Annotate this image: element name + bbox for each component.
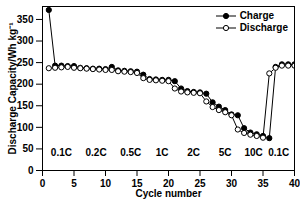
svg-text:30: 30	[226, 178, 238, 189]
svg-text:1C: 1C	[156, 147, 169, 158]
svg-text:0: 0	[28, 165, 34, 176]
svg-text:Discharge Capacity/Wh kg⁻¹: Discharge Capacity/Wh kg⁻¹	[7, 22, 18, 155]
svg-text:300: 300	[17, 35, 34, 46]
html-text:Charge: Charge	[239, 10, 275, 21]
svg-text:5C: 5C	[219, 147, 232, 158]
svg-text:50: 50	[22, 143, 34, 154]
svg-text:25: 25	[194, 177, 206, 189]
svg-text:0.5C: 0.5C	[120, 147, 141, 158]
svg-text:0.1C: 0.1C	[268, 147, 289, 158]
svg-text:10: 10	[100, 178, 112, 189]
svg-text:20: 20	[162, 177, 175, 189]
svg-text:350: 350	[17, 14, 34, 25]
svg-text:250: 250	[17, 57, 34, 68]
svg-text:200: 200	[17, 78, 34, 89]
svg-text:15: 15	[131, 177, 143, 189]
svg-text:0: 0	[40, 178, 46, 189]
svg-text:150: 150	[17, 100, 34, 111]
svg-text:35: 35	[257, 178, 269, 189]
svg-text:Cycle number: Cycle number	[135, 188, 201, 199]
svg-text:10C: 10C	[244, 147, 262, 158]
html-text:Discharge: Discharge	[239, 22, 288, 33]
svg-text:100: 100	[17, 122, 34, 133]
svg-text:5: 5	[71, 178, 77, 189]
svg-text:2C: 2C	[187, 147, 200, 158]
svg-text:40: 40	[289, 178, 300, 189]
svg-text:0.1C: 0.1C	[51, 147, 72, 158]
svg-text:0.2C: 0.2C	[85, 147, 106, 158]
